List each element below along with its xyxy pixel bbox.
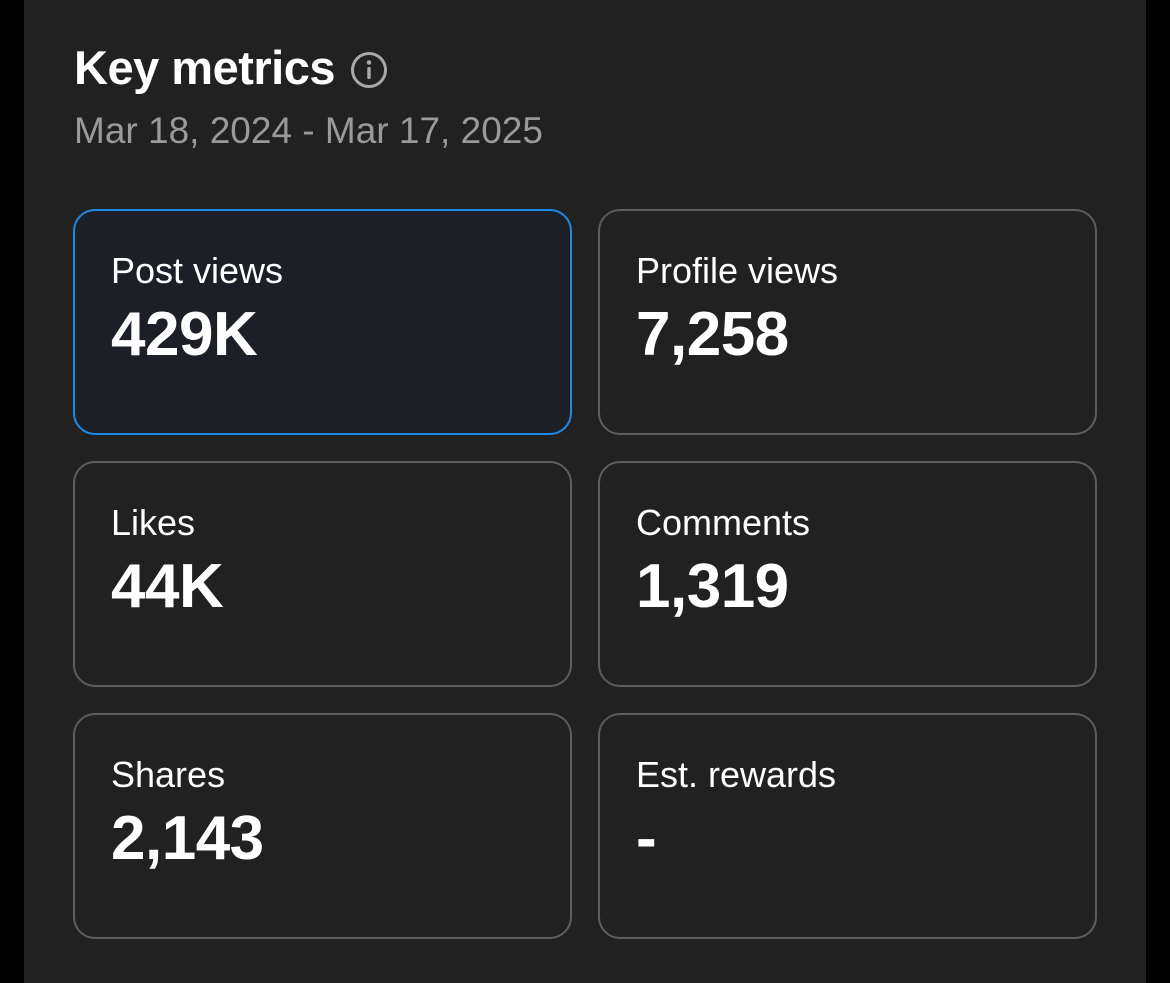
metric-value: 44K — [111, 552, 224, 621]
date-range[interactable]: Mar 18, 2024 - Mar 17, 2025 — [74, 110, 543, 151]
metric-value: - — [636, 804, 657, 873]
metric-label: Likes — [111, 502, 196, 543]
key-metrics-header: Key metrics — [74, 38, 389, 98]
metric-label: Shares — [111, 754, 226, 795]
metric-card-post-views[interactable]: Post views 429K — [73, 209, 572, 435]
metrics-grid: Post views 429K Profile views 7,258 Like… — [73, 209, 1098, 939]
metric-card-shares[interactable]: Shares 2,143 — [73, 713, 572, 939]
metric-value: 2,143 — [111, 804, 264, 873]
metric-label: Post views — [111, 250, 284, 291]
metric-card-est-rewards[interactable]: Est. rewards - — [598, 713, 1097, 939]
info-circle-icon[interactable] — [349, 50, 389, 90]
metric-label: Comments — [636, 502, 811, 543]
metric-value: 1,319 — [636, 552, 789, 621]
metric-value: 429K — [111, 300, 258, 369]
page-title: Key metrics — [74, 41, 336, 94]
metric-label: Est. rewards — [636, 754, 837, 795]
metric-card-likes[interactable]: Likes 44K — [73, 461, 572, 687]
metric-card-comments[interactable]: Comments 1,319 — [598, 461, 1097, 687]
metric-card-profile-views[interactable]: Profile views 7,258 — [598, 209, 1097, 435]
metric-value: 7,258 — [636, 300, 789, 369]
metric-label: Profile views — [636, 250, 839, 291]
